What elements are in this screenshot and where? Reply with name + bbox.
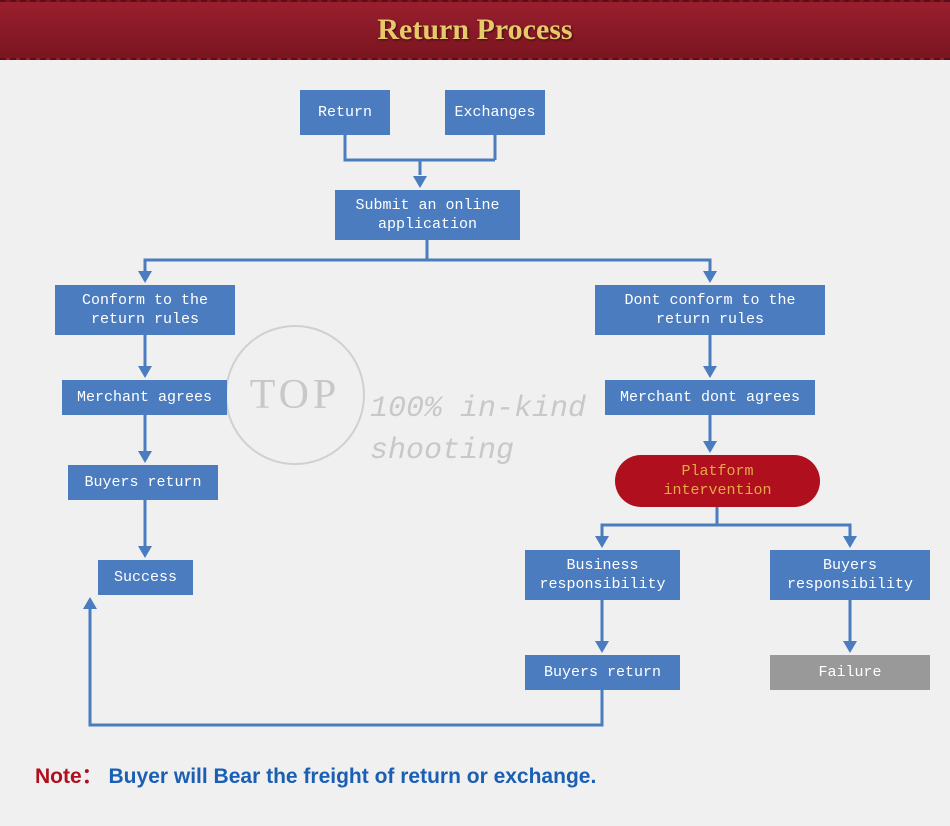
watermark-line2: shooting [370,434,514,468]
note-text: Buyer will Bear the freight of return or… [109,765,597,788]
node-return: Return [300,90,390,135]
node-buyersret1: Buyers return [68,465,218,500]
edge-platform-buyresp [717,525,850,537]
page-title: Return Process [377,13,572,47]
header-banner: Return Process [0,0,950,60]
node-conform: Conform to the return rules [55,285,235,335]
note-label: Note： [35,765,103,788]
node-merchdont: Merchant dont agrees [605,380,815,415]
watermark-text: 100% in-kind shooting [370,388,586,472]
node-failure: Failure [770,655,930,690]
node-dontconform: Dont conform to the return rules [595,285,825,335]
watermark-line1: 100% in-kind [370,392,586,426]
node-submit: Submit an online application [335,190,520,240]
watermark-circle-text: TOP [250,371,341,419]
node-buyresp: Buyers responsibility [770,550,930,600]
node-merchagree: Merchant agrees [62,380,227,415]
node-platform: Platform intervention [615,455,820,507]
node-bizresp: Business responsibility [525,550,680,600]
footer-note: Note： Buyer will Bear the freight of ret… [35,760,596,790]
node-buyersret2: Buyers return [525,655,680,690]
flowchart-canvas: TOP 100% in-kind shooting Note： Buyer wi… [0,60,950,826]
node-success: Success [98,560,193,595]
edge-return-submit [345,135,495,175]
edge-submit-dontconform [427,260,710,272]
watermark-circle: TOP [225,325,365,465]
node-exchanges: Exchanges [445,90,545,135]
edge-submit-conform [145,240,427,272]
edge-platform-bizresp [602,507,717,537]
